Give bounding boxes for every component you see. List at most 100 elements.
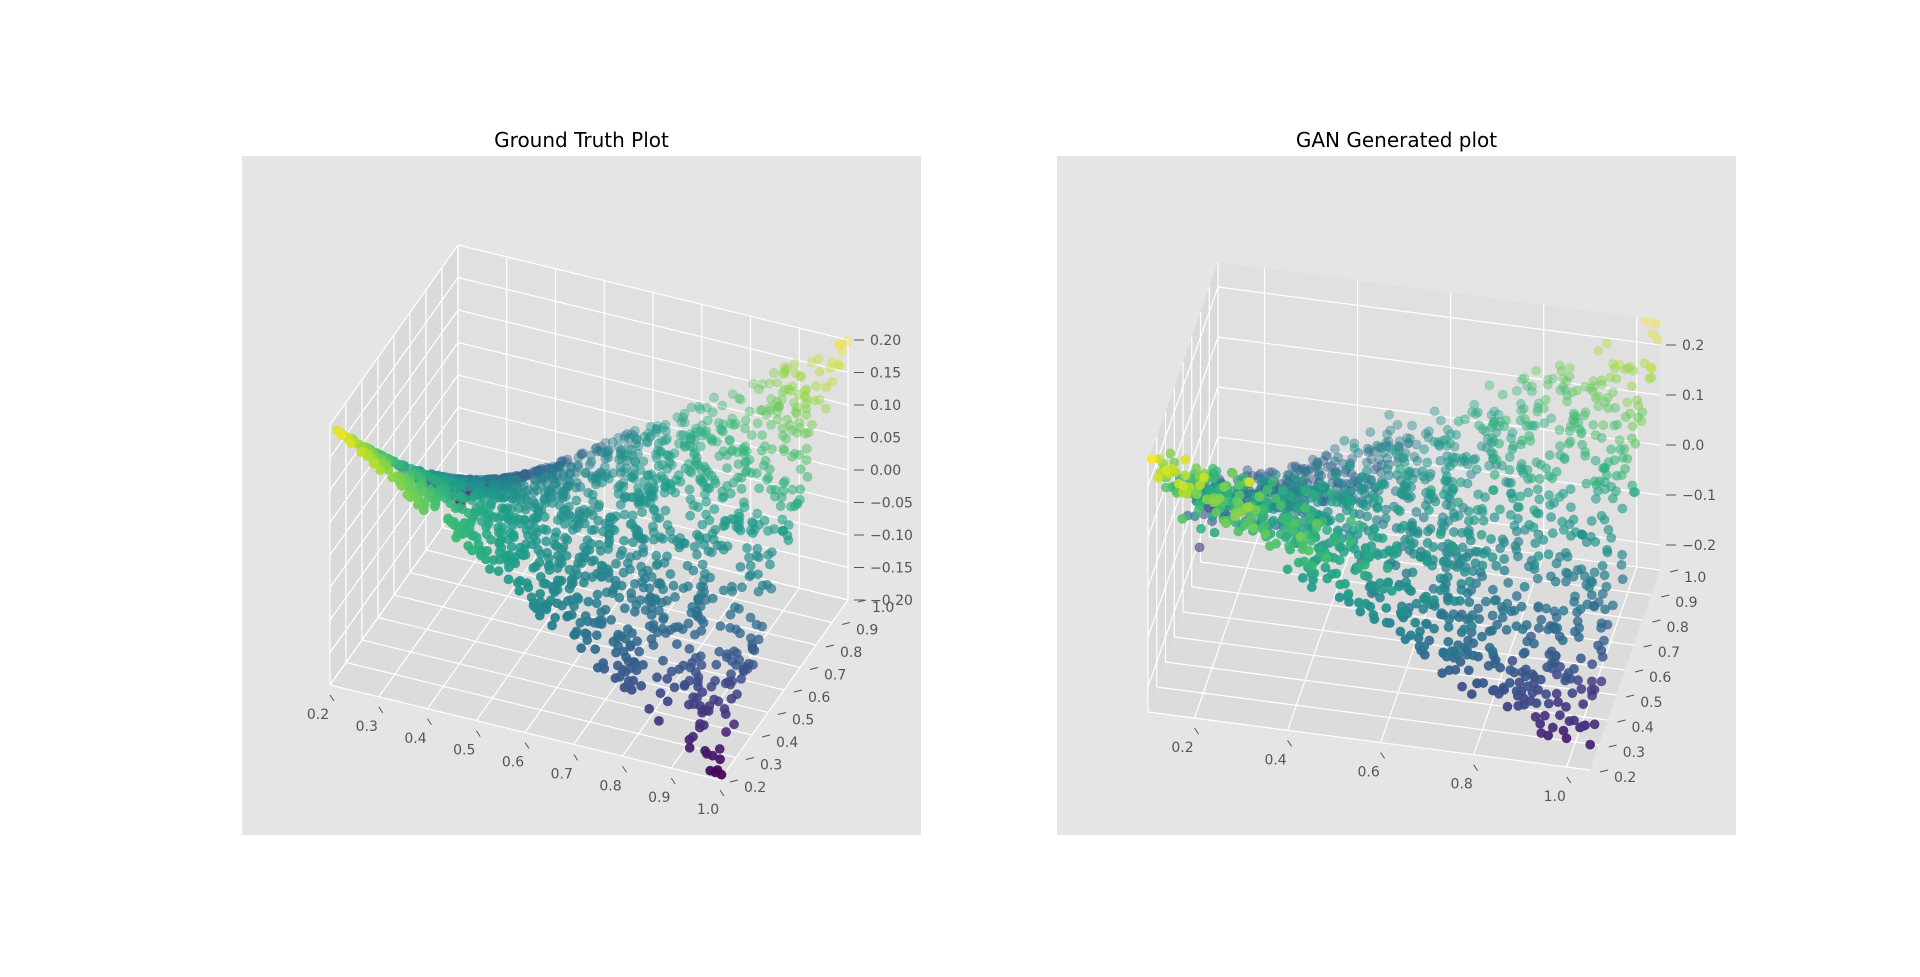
scatter-point — [1435, 585, 1446, 596]
scatter-point — [683, 699, 694, 710]
scatter-point — [1486, 410, 1497, 420]
scatter-point — [1623, 363, 1633, 374]
scatter-point — [735, 394, 746, 405]
y-tick-label: 0.8 — [1667, 620, 1689, 636]
scatter-point — [752, 508, 763, 519]
scatter-point — [704, 515, 715, 526]
scatter-point — [670, 487, 681, 498]
scatter-point — [1191, 488, 1202, 499]
scatter-point — [1557, 635, 1568, 646]
scatter-point — [779, 362, 790, 373]
scatter-point — [751, 619, 762, 630]
scatter-point — [800, 398, 811, 409]
z-tick-label: −0.2 — [1682, 538, 1716, 554]
scatter-point — [1211, 507, 1221, 518]
scatter-point — [1561, 733, 1572, 744]
scatter-point — [1180, 470, 1191, 481]
scatter-point — [1554, 710, 1565, 721]
scatter-point — [1502, 701, 1513, 712]
scatter-point — [1598, 420, 1609, 430]
scatter-point — [751, 468, 762, 478]
scatter-point — [619, 433, 630, 444]
grid-z — [1147, 336, 1219, 538]
scatter-point — [1501, 624, 1512, 635]
y-tick-mark — [1608, 744, 1617, 748]
scatter-point — [586, 525, 597, 535]
scatter-point — [1589, 476, 1600, 487]
scatter-point — [1194, 542, 1205, 553]
scatter-point — [1602, 392, 1613, 403]
scatter-point — [1577, 721, 1588, 732]
scatter-point — [619, 509, 630, 520]
scatter-point — [1196, 523, 1206, 534]
scatter-point — [1558, 373, 1569, 384]
scatter-point — [1365, 601, 1376, 612]
scatter-point — [1590, 455, 1601, 466]
scatter-point — [1568, 514, 1579, 525]
scatter-point — [646, 610, 657, 620]
scatter-point — [744, 571, 755, 582]
scatter-point — [611, 558, 621, 569]
scatter-point — [736, 483, 747, 494]
scatter-point — [1381, 603, 1392, 613]
scatter-point — [1372, 461, 1383, 472]
scatter-point — [801, 409, 812, 420]
x-tick-label: 0.6 — [502, 755, 524, 771]
scatter-point — [1335, 512, 1345, 523]
chart-title-gan-generated: GAN Generated plot — [1295, 128, 1498, 152]
scatter-point — [1585, 383, 1596, 394]
x-tick-label: 0.6 — [1357, 765, 1379, 781]
scatter-point — [648, 640, 659, 651]
scatter-point — [1600, 604, 1610, 615]
scatter-point — [1555, 385, 1566, 396]
scatter-point — [744, 406, 755, 417]
scatter-point — [1480, 426, 1491, 437]
scatter-point — [746, 430, 757, 440]
scatter-point — [1574, 623, 1585, 633]
scatter-point — [1146, 454, 1157, 464]
scatter-point — [782, 363, 793, 374]
scatter-point — [691, 423, 701, 434]
scatter-point — [1330, 470, 1341, 481]
scatter-point — [1564, 716, 1575, 726]
scatter-point — [396, 480, 407, 491]
scatter-point — [754, 384, 764, 395]
scatter-point — [1477, 560, 1488, 571]
scatter-point — [1418, 512, 1429, 523]
grid-y — [345, 661, 737, 759]
x-tick-label: 0.4 — [404, 731, 426, 747]
y-tick-mark — [1617, 719, 1626, 723]
scatter-point — [1345, 516, 1356, 527]
scatter3d-gan-generated: 0.2 0.4 0.6 0.8 1.0 0.2 0.3 0.4 0.5 0.6 0.7 0.8 0.9 1… — [1146, 262, 1716, 805]
scatter-point — [1487, 584, 1498, 595]
scatter-point — [1580, 407, 1591, 418]
scatter-point — [1484, 642, 1495, 653]
scatter-point — [1178, 480, 1189, 491]
scatter-point — [1329, 456, 1340, 467]
scatter-point — [1297, 572, 1308, 583]
scatter-point — [698, 617, 709, 628]
scatter-point — [662, 673, 673, 684]
scatter-point — [624, 433, 635, 444]
scatter-point — [1517, 435, 1528, 446]
scatter-point — [1532, 573, 1543, 584]
scatter-point — [1180, 454, 1191, 465]
scatter-point — [642, 437, 653, 448]
scatter-point — [1532, 403, 1543, 413]
scatter-point — [412, 499, 423, 510]
scatter-point — [735, 628, 745, 639]
scatter-point — [387, 472, 398, 483]
scatter-point — [596, 607, 607, 617]
scatter-point — [1345, 460, 1355, 471]
scatter-point — [1505, 509, 1516, 520]
x-tick-label: 0.9 — [648, 790, 670, 806]
scatter-point — [1489, 406, 1500, 417]
scatter-point — [736, 582, 747, 593]
y-tick-label: 0.4 — [1632, 720, 1654, 736]
scatter-point — [658, 614, 669, 624]
x-tick-mark — [1473, 764, 1479, 772]
scatter-point — [1412, 455, 1423, 466]
scatter-point — [1558, 605, 1569, 616]
scatter-point — [1641, 316, 1652, 327]
scatter-point — [1544, 450, 1555, 461]
